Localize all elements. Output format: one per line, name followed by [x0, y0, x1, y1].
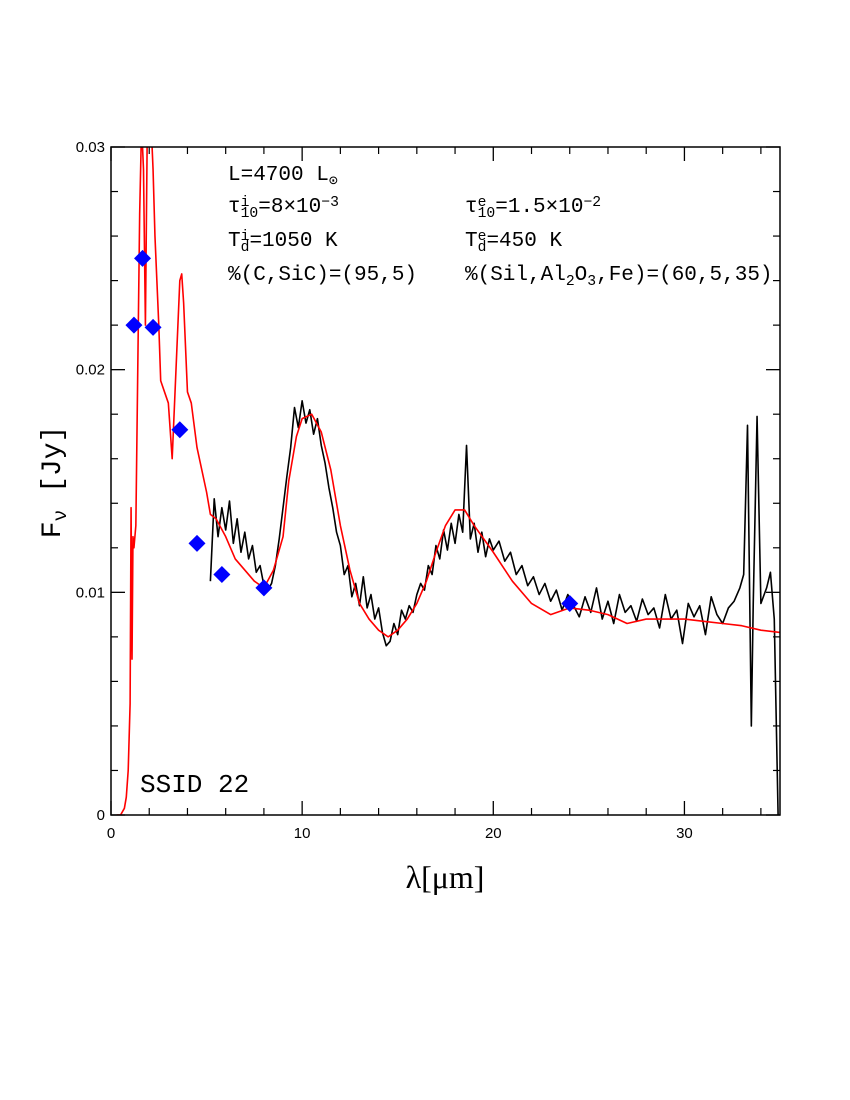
x-tick-label: 20	[485, 825, 502, 842]
data-point	[188, 534, 206, 552]
y-axis-label-part: ν	[50, 510, 72, 522]
annotation-part: 3	[587, 274, 596, 290]
annotation-part: %(C,SiC)=(95,5)	[228, 264, 417, 287]
annotation-part: =8×10	[258, 196, 321, 219]
y-axis-label: Fν [Jy]	[38, 426, 72, 539]
plot-area	[116, 147, 780, 815]
annotation: SSID 22	[140, 770, 249, 800]
annotation-part: SSID 22	[140, 770, 249, 800]
annotation-part: −3	[321, 195, 339, 211]
x-tick-label: 0	[107, 825, 115, 842]
annotation-part: ⊙	[329, 174, 338, 190]
y-tick-label: 0	[97, 807, 105, 824]
annotation-part: T	[228, 230, 241, 253]
annotation-part: e	[478, 229, 487, 245]
annotation-part: =450 K	[486, 230, 562, 253]
y-axis-label-part: [Jy]	[38, 426, 69, 510]
annotation-part: 10	[241, 206, 259, 222]
data-point	[144, 318, 162, 336]
data-line	[209, 400, 779, 815]
y-tick-label: 0.01	[76, 584, 105, 601]
data-point	[125, 316, 143, 334]
x-tick-label: 10	[294, 825, 311, 842]
annotation-part: 10	[478, 206, 496, 222]
data-point	[213, 566, 231, 584]
annotation-part: d	[241, 240, 250, 256]
annotation-part: d	[478, 240, 487, 256]
annotation-part: τ	[465, 196, 478, 219]
annotation: Te d=450 K	[465, 229, 562, 256]
annotation: Ti d=1050 K	[228, 229, 338, 256]
x-tick-label: 30	[676, 825, 693, 842]
annotation-part: L=4700 L	[228, 164, 329, 187]
annotation-part: %(Sil,Al	[465, 264, 566, 287]
data-point	[134, 249, 152, 267]
data-point	[171, 421, 189, 439]
data-point	[561, 594, 579, 612]
annotation: τe 10=1.5×10−2	[465, 195, 601, 222]
annotation-part: =1050 K	[249, 230, 338, 253]
annotation-part: ,Fe)=(60,5,35)	[596, 264, 772, 287]
annotation-part: −2	[583, 195, 601, 211]
x-axis-label: λ[μm]	[406, 859, 485, 895]
annotation: %(Sil,Al2O3,Fe)=(60,5,35)	[465, 264, 773, 290]
annotation-part: τ	[228, 196, 241, 219]
annotation-part: O	[575, 264, 588, 287]
annotation: %(C,SiC)=(95,5)	[228, 264, 417, 287]
y-tick-label: 0.02	[76, 362, 105, 379]
plot-frame	[110, 146, 781, 816]
y-axis-label-part: F	[38, 521, 69, 538]
data-point	[255, 579, 273, 597]
annotation: τi 10=8×10−3	[228, 195, 339, 222]
annotation-part: i	[241, 229, 250, 245]
annotation: L=4700 L⊙	[228, 164, 338, 190]
annotation-part: 2	[566, 274, 575, 290]
y-tick-label: 0.03	[76, 139, 105, 156]
data-line	[116, 147, 780, 815]
annotation-part: e	[478, 195, 487, 211]
annotation-part: i	[241, 195, 250, 211]
annotation-part: =1.5×10	[495, 196, 583, 219]
annotation-part: T	[465, 230, 478, 253]
